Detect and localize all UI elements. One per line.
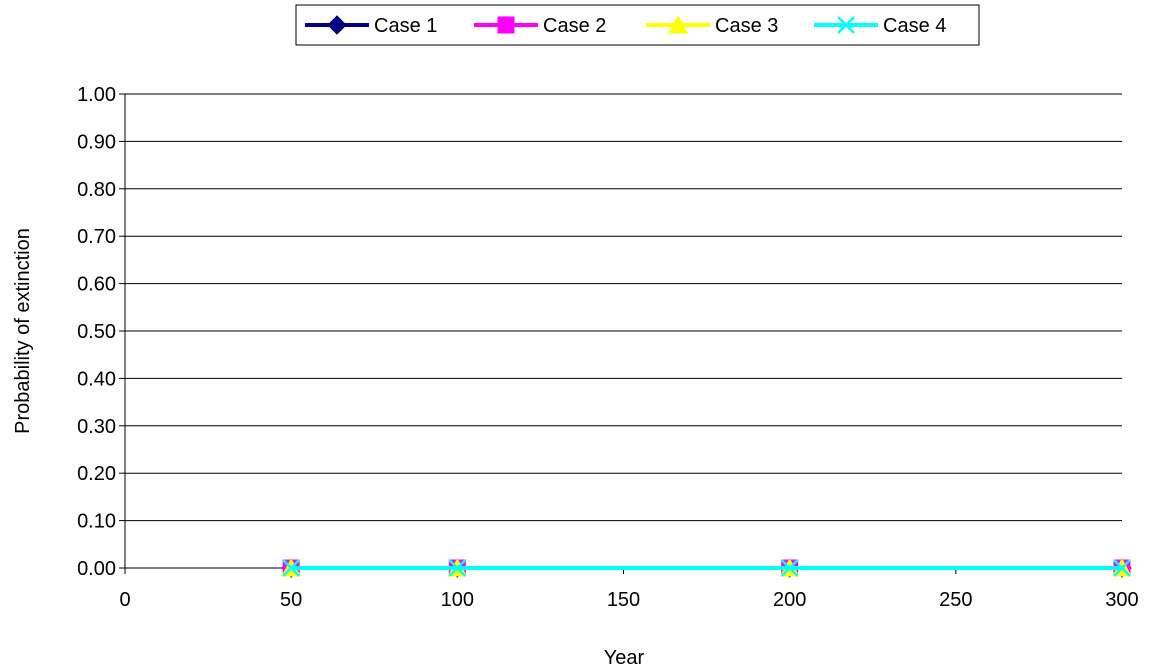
legend-marker-case-4	[837, 16, 855, 34]
data-point-case-4-0	[282, 559, 301, 577]
data-point-case-4-1-stroke-b	[448, 559, 467, 577]
x-axis-title: Year	[604, 647, 645, 669]
x-tick-label-1: 50	[280, 589, 302, 611]
x-tick-label-3: 150	[607, 589, 640, 611]
x-tick-label-4: 200	[773, 589, 806, 611]
y-tick-label-8: 0.80	[77, 179, 116, 201]
legend-marker-case-2	[497, 16, 515, 34]
data-point-case-4-2	[780, 559, 799, 577]
y-tick-label-10: 1.00	[77, 84, 116, 106]
legend-label-case-3: Case 3	[715, 15, 778, 37]
legend-marker-case-1	[327, 15, 347, 35]
data-point-case-4-2-stroke-b	[780, 559, 799, 577]
legend-label-case-4: Case 4	[883, 15, 946, 37]
legend-label-case-2: Case 2	[543, 15, 606, 37]
x-tick-label-6: 300	[1105, 589, 1138, 611]
legend-marker-case-3	[668, 14, 688, 34]
y-tick-label-9: 0.90	[77, 131, 116, 153]
y-tick-label-1: 0.10	[77, 511, 116, 533]
x-tick-label-2: 100	[441, 589, 474, 611]
y-tick-label-3: 0.30	[77, 416, 116, 438]
x-tick-label-0: 0	[119, 589, 130, 611]
y-tick-label-2: 0.20	[77, 463, 116, 485]
y-tick-labels: 0.00 0.10 0.20 0.30 0.40 0.50 0.60 0.70 0.80 0.90…	[77, 84, 125, 580]
x-tick-labels: 0 50 100 150 200 250 300	[119, 568, 1139, 611]
data-point-case-4-0-stroke-b	[282, 559, 301, 577]
legend-marker-case-4-stroke-b	[837, 16, 855, 34]
grid-lines	[125, 93, 1122, 522]
y-tick-label-6: 0.60	[77, 274, 116, 296]
legend-label-case-1: Case 1	[374, 15, 437, 37]
y-tick-label-0: 0.00	[77, 558, 116, 580]
legend: Case 1 Case 2 Case 3 Case 4	[295, 4, 980, 46]
x-tick-label-5: 250	[939, 589, 972, 611]
data-point-case-4-3	[1113, 559, 1131, 577]
y-tick-label-5: 0.50	[77, 321, 116, 343]
data-point-case-4-1	[448, 559, 467, 577]
y-tick-label-4: 0.40	[77, 368, 116, 390]
y-tick-label-7: 0.70	[77, 226, 116, 248]
data-point-case-4-3-stroke-b	[1113, 559, 1131, 577]
y-axis-title: Probability of extinction	[12, 228, 34, 434]
series-layer	[281, 557, 1132, 578]
